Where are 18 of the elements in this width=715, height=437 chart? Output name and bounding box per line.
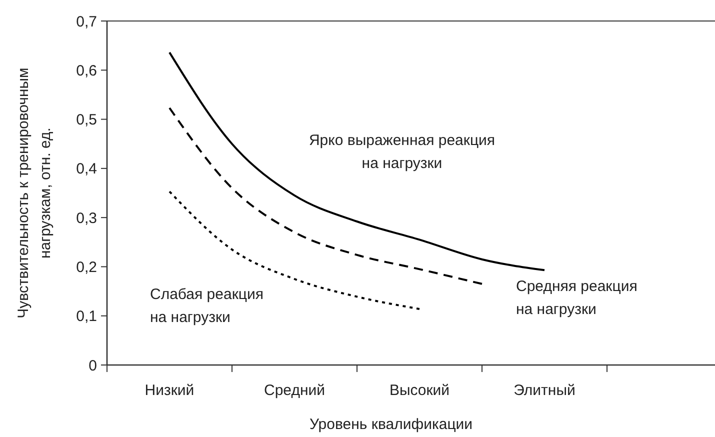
x-tick-label: Элитный (514, 382, 576, 399)
y-tick-label: 0,5 (76, 112, 97, 129)
y-tick-label: 0,1 (76, 308, 97, 326)
y-tick-label: 0,3 (76, 210, 97, 227)
annotation: Ярко выраженная реакция на нагрузки (308, 132, 496, 172)
line-series (168, 51, 546, 272)
y-tick-label: 0,4 (76, 160, 97, 178)
annotation: Слабая реакция на нагрузки (150, 286, 264, 326)
y-axis-title: Чувствительность к тренировочным нагрузкам, отн. ед. (15, 68, 54, 318)
x-axis-title: Уровень квалификации (309, 416, 473, 433)
y-tick-label: 0,7 (76, 13, 97, 30)
x-tick-label: Низкий (144, 382, 194, 399)
y-tick-label: 0,2 (76, 258, 97, 276)
y-tick-label: 0 (88, 357, 97, 374)
x-tick-label: Средний (264, 382, 325, 399)
annotation: Средняя реакция на нагрузки (516, 278, 638, 318)
x-tick-label: Высокий (389, 382, 450, 399)
y-tick-label: 0,6 (76, 62, 97, 80)
